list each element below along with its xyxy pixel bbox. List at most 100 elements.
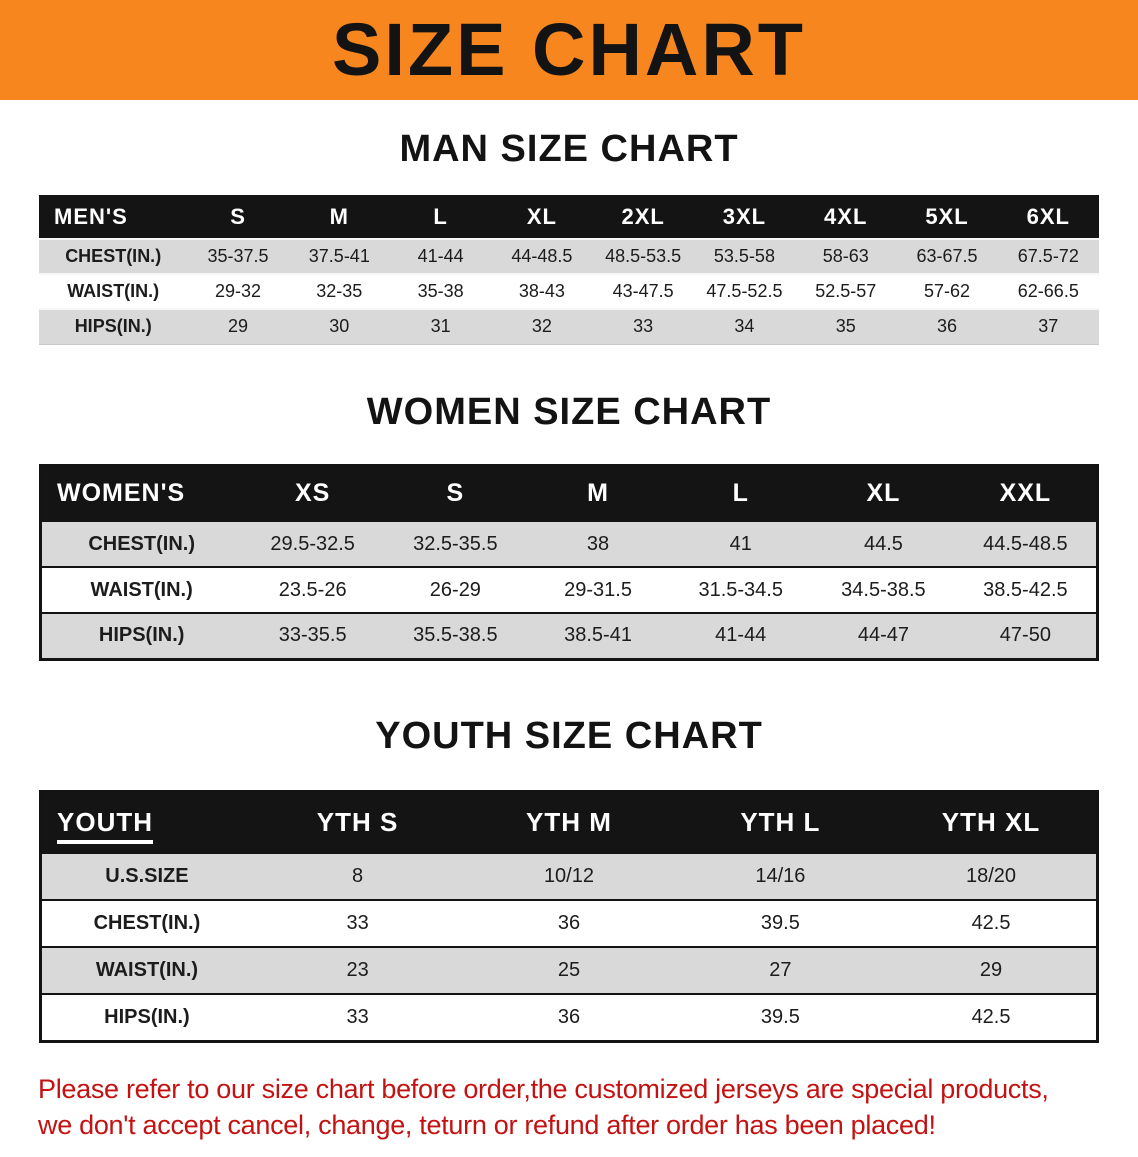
size-header-cell: 3XL (693, 195, 796, 239)
row-label-cell: CHEST(IN.) (40, 520, 242, 567)
value-cell: 29.5-32.5 (241, 520, 385, 567)
size-header-cell: XS (241, 465, 385, 521)
value-cell: 41-44 (389, 238, 492, 274)
man-size-chart-heading: MAN SIZE CHART (399, 128, 739, 170)
size-header-cell: S (187, 195, 289, 239)
value-cell: 36 (896, 308, 998, 344)
value-cell: 39.5 (674, 993, 887, 1041)
value-cell: 26-29 (384, 566, 527, 613)
value-cell: 25 (463, 946, 675, 994)
size-header-cell: 4XL (795, 195, 897, 239)
table-row: U.S.SIZE 8 10/12 14/16 18/20 (40, 852, 1098, 900)
value-cell: 14/16 (674, 852, 887, 900)
value-cell: 42.5 (886, 899, 1098, 947)
size-chart-banner: SIZE CHART (0, 0, 1138, 100)
table-row: CHEST(IN.) 35-37.5 37.5-41 41-44 44-48.5 48.5… (39, 238, 1099, 274)
value-cell: 38.5-41 (526, 612, 670, 659)
size-header-cell: 5XL (896, 195, 998, 239)
value-cell: 35.5-38.5 (384, 612, 527, 659)
value-cell: 18/20 (886, 852, 1098, 900)
size-header-cell: XXL (954, 465, 1098, 521)
value-cell: 38 (526, 520, 670, 567)
women-size-table: WOMEN'S XS S M L XL XXL CHEST(IN.) 29.5-32.5 32.5… (39, 463, 1099, 661)
size-header-cell: L (669, 465, 813, 521)
value-cell: 42.5 (886, 993, 1098, 1041)
table-header-row: MEN'S S M L XL 2XL 3XL 4XL 5XL 6XL (39, 195, 1099, 239)
value-cell: 32.5-35.5 (384, 520, 527, 567)
size-header-cell: M (288, 195, 390, 239)
table-title-cell: MEN'S (39, 195, 188, 239)
value-cell: 37.5-41 (288, 238, 390, 274)
table-title-cell: WOMEN'S (40, 465, 242, 521)
value-cell: 63-67.5 (896, 238, 998, 274)
row-label-cell: U.S.SIZE (40, 852, 252, 900)
youth-size-chart-section: YOUTH SIZE CHART YOUTH YTH S YTH M YTH L YTH… (0, 715, 1138, 1043)
table-row: HIPS(IN.) 33 36 39.5 42.5 (40, 993, 1098, 1041)
man-size-chart-section: MAN SIZE CHART MEN'S S M L XL 2XL 3XL 4XL 5XL 6XL… (0, 128, 1138, 345)
table-row: WAIST(IN.) 23.5-26 26-29 29-31.5 31.5-34.5 34… (40, 566, 1098, 613)
value-cell: 32-35 (288, 273, 390, 309)
value-cell: 35-38 (389, 273, 492, 309)
value-cell: 32 (491, 308, 593, 344)
table-row: HIPS(IN.) 29 30 31 32 33 34 35 36 37 (39, 308, 1099, 344)
value-cell: 53.5-58 (693, 238, 796, 274)
size-header-cell: XL (491, 195, 593, 239)
value-cell: 62-66.5 (997, 273, 1099, 309)
disclaimer: Please refer to our size chart before or… (38, 1071, 1100, 1144)
women-size-chart-section: WOMEN SIZE CHART WOMEN'S XS S M L XL XXL CHEST(… (0, 391, 1138, 661)
youth-size-table: YOUTH YTH S YTH M YTH L YTH XL U.S.SIZE 8 10/12… (39, 789, 1099, 1043)
table-header-row: YOUTH YTH S YTH M YTH L YTH XL (40, 791, 1098, 853)
value-cell: 29-32 (187, 273, 289, 309)
value-cell: 29-31.5 (526, 566, 670, 613)
table-row: HIPS(IN.) 33-35.5 35.5-38.5 38.5-41 41-44 44-… (40, 612, 1098, 659)
size-header-cell: 6XL (997, 195, 1099, 239)
value-cell: 41-44 (669, 612, 813, 659)
value-cell: 33-35.5 (241, 612, 385, 659)
table-title-cell: YOUTH (40, 791, 252, 853)
value-cell: 33 (251, 899, 464, 947)
table-header-row: WOMEN'S XS S M L XL XXL (40, 465, 1098, 521)
value-cell: 33 (592, 308, 694, 344)
value-cell: 35 (795, 308, 897, 344)
value-cell: 38.5-42.5 (954, 566, 1098, 613)
value-cell: 67.5-72 (997, 238, 1099, 274)
value-cell: 23 (251, 946, 464, 994)
size-header-cell: 2XL (592, 195, 694, 239)
value-cell: 52.5-57 (795, 273, 897, 309)
row-label-cell: CHEST(IN.) (39, 238, 188, 274)
table-row: CHEST(IN.) 29.5-32.5 32.5-35.5 38 41 44.5 44.5… (40, 520, 1098, 567)
value-cell: 31.5-34.5 (669, 566, 813, 613)
size-header-cell: YTH L (674, 791, 887, 853)
youth-size-chart-heading: YOUTH SIZE CHART (375, 714, 763, 757)
value-cell: 38-43 (491, 273, 593, 309)
value-cell: 29 (187, 308, 289, 344)
value-cell: 34 (693, 308, 796, 344)
value-cell: 23.5-26 (241, 566, 385, 613)
value-cell: 48.5-53.5 (592, 238, 694, 274)
banner-title: SIZE CHART (332, 8, 806, 91)
size-header-cell: YTH S (251, 791, 464, 853)
row-label-cell: HIPS(IN.) (40, 993, 252, 1041)
value-cell: 8 (251, 852, 464, 900)
value-cell: 29 (886, 946, 1098, 994)
value-cell: 31 (389, 308, 492, 344)
women-size-chart-heading: WOMEN SIZE CHART (366, 390, 772, 433)
row-label-cell: CHEST(IN.) (40, 899, 252, 947)
value-cell: 57-62 (896, 273, 998, 309)
size-header-cell: YTH XL (886, 791, 1098, 853)
table-row: WAIST(IN.) 29-32 32-35 35-38 38-43 43-47.5 47.… (39, 273, 1099, 309)
value-cell: 43-47.5 (592, 273, 694, 309)
size-header-cell: YTH M (463, 791, 675, 853)
value-cell: 33 (251, 993, 464, 1041)
size-header-cell: L (389, 195, 492, 239)
disclaimer-line-1: Please refer to our size chart before or… (38, 1073, 1049, 1104)
disclaimer-line-2: we don't accept cancel, change, teturn o… (38, 1109, 936, 1140)
value-cell: 34.5-38.5 (812, 566, 955, 613)
size-header-cell: M (526, 465, 670, 521)
value-cell: 30 (288, 308, 390, 344)
size-header-cell: XL (812, 465, 955, 521)
value-cell: 58-63 (795, 238, 897, 274)
row-label-cell: WAIST(IN.) (40, 566, 242, 613)
table-row: WAIST(IN.) 23 25 27 29 (40, 946, 1098, 994)
